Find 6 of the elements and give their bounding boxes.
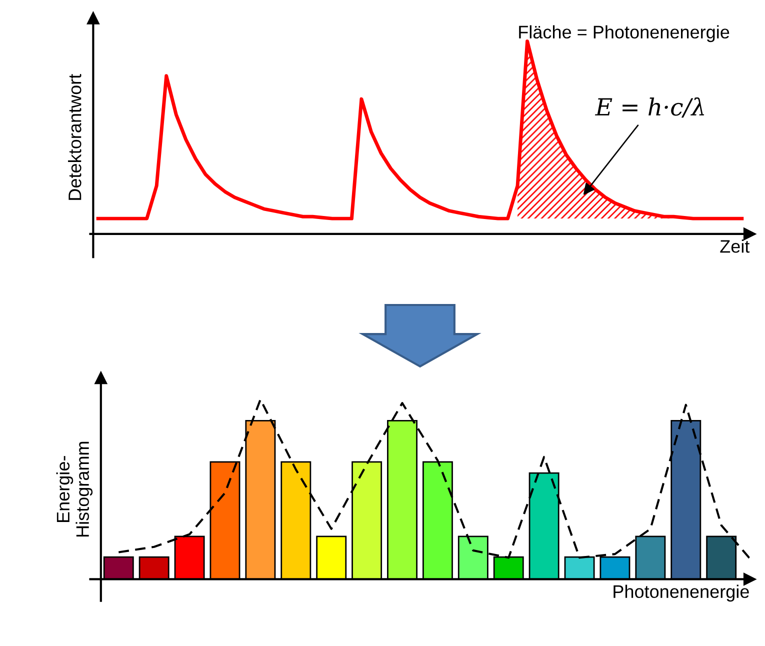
annotation: Fläche = Photonenenergie — [519, 25, 730, 42]
y-axis-title: Energie- Histogramm — [56, 442, 93, 537]
x-axis-title: Zeit — [720, 240, 750, 253]
y-axis-title: Detektorantwort — [68, 74, 82, 200]
x-axis-title: Photonenenergie — [614, 584, 749, 602]
annotation: E = h·c/λ — [594, 97, 704, 118]
